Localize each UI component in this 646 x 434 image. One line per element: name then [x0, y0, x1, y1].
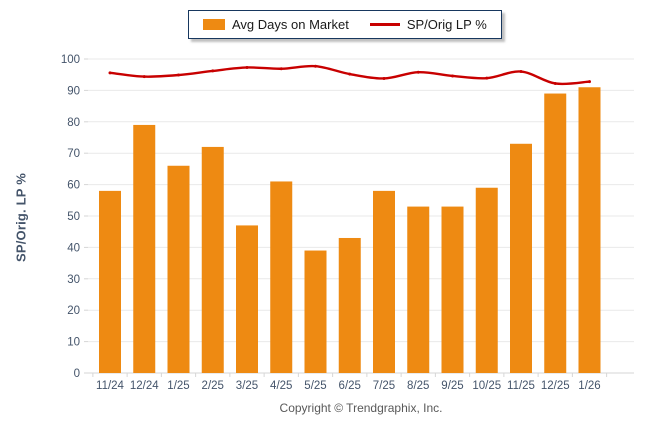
line-point-marker — [451, 74, 454, 78]
x-tick-label: 8/25 — [407, 380, 429, 392]
x-tick-label: 3/25 — [236, 380, 258, 392]
legend-bar-swatch — [203, 19, 225, 30]
bar-avg-days-on-market — [578, 87, 601, 373]
bar-avg-days-on-market — [270, 181, 293, 373]
legend-label-avg-days-on-market: Avg Days on Market — [232, 17, 349, 32]
line-point-marker — [519, 70, 523, 74]
line-point-marker — [279, 67, 283, 71]
x-tick-label: 7/25 — [373, 380, 395, 392]
bar-avg-days-on-market — [407, 206, 430, 373]
y-tick-label: 60 — [67, 180, 80, 192]
bar-avg-days-on-market — [167, 165, 190, 373]
line-point-marker — [588, 80, 591, 84]
x-tick-label: 11/24 — [96, 380, 125, 392]
x-tick-label: 5/25 — [304, 380, 326, 392]
y-tick-label: 50 — [67, 211, 80, 223]
y-tick-label: 10 — [67, 337, 80, 349]
line-point-marker — [211, 69, 215, 73]
y-axis-title: SP/Orig. LP % — [13, 172, 29, 263]
copyright-text: Copyright © Trendgraphix, Inc. — [279, 401, 443, 415]
bar-avg-days-on-market — [373, 190, 395, 373]
x-tick-label: 9/25 — [441, 380, 463, 392]
bar-avg-days-on-market — [510, 143, 532, 373]
legend-line-swatch — [369, 23, 400, 26]
bar-avg-days-on-market — [201, 146, 224, 373]
bar-avg-days-on-market — [544, 93, 567, 373]
chart-legend: Avg Days on Market SP/Orig LP % — [188, 10, 502, 39]
line-point-marker — [177, 73, 180, 77]
x-tick-label: 6/25 — [339, 380, 361, 392]
line-point-marker — [142, 75, 146, 79]
y-tick-label: 70 — [67, 148, 80, 160]
y-tick-label: 80 — [67, 117, 80, 129]
line-point-marker — [314, 64, 317, 68]
x-tick-label: 4/25 — [270, 380, 292, 392]
line-point-marker — [348, 72, 352, 76]
x-tick-label: 1/25 — [167, 380, 189, 392]
y-tick-label: 100 — [61, 54, 80, 66]
y-tick-label: 90 — [67, 85, 80, 97]
x-tick-label: 1/26 — [578, 380, 600, 392]
line-point-marker — [553, 81, 557, 85]
x-tick-label: 11/25 — [507, 380, 535, 392]
line-point-marker — [416, 70, 420, 74]
x-tick-label: 10/25 — [472, 380, 501, 392]
bar-avg-days-on-market — [133, 124, 156, 373]
line-point-marker — [245, 65, 249, 69]
x-tick-label: 2/25 — [202, 380, 224, 392]
legend-label-sp-orig-lp: SP/Orig LP % — [406, 17, 487, 32]
y-tick-label: 20 — [67, 305, 80, 317]
bar-avg-days-on-market — [304, 250, 327, 373]
line-point-marker — [382, 76, 386, 80]
line-point-marker — [485, 76, 489, 80]
y-tick-label: 40 — [67, 242, 80, 254]
bar-avg-days-on-market — [475, 187, 498, 373]
y-tick-label: 0 — [74, 368, 80, 380]
y-tick-label: 30 — [67, 274, 80, 286]
bar-avg-days-on-market — [338, 237, 361, 373]
bar-avg-days-on-market — [236, 225, 258, 373]
bar-avg-days-on-market — [441, 206, 464, 373]
x-tick-label: 12/24 — [130, 380, 159, 392]
x-tick-label: 12/25 — [541, 380, 570, 392]
bar-avg-days-on-market — [99, 190, 121, 373]
line-point-marker — [108, 71, 112, 75]
